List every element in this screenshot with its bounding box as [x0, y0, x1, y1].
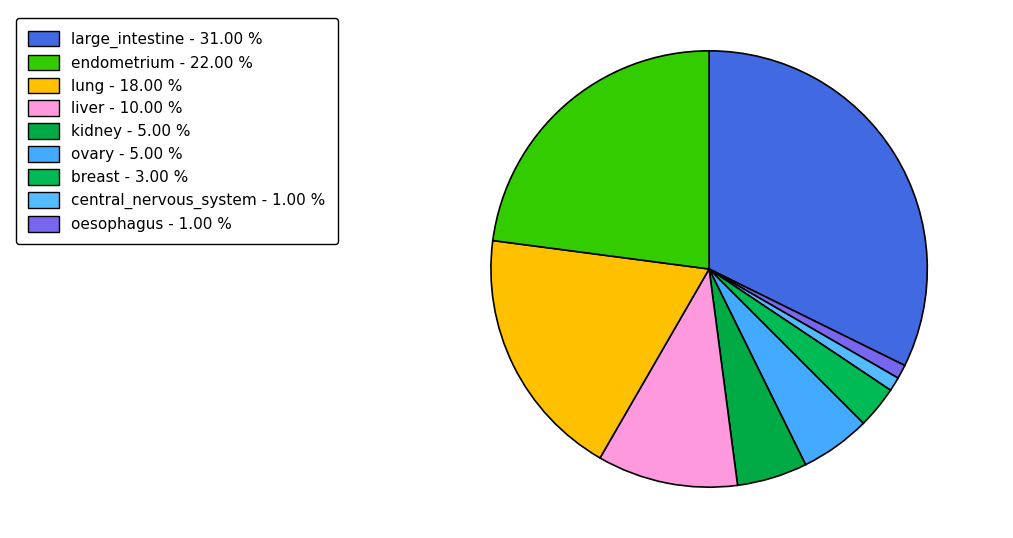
Wedge shape — [709, 269, 899, 390]
Wedge shape — [709, 269, 905, 378]
Wedge shape — [709, 269, 863, 465]
Wedge shape — [600, 269, 737, 487]
Wedge shape — [709, 269, 890, 423]
Wedge shape — [709, 269, 805, 485]
Wedge shape — [492, 51, 709, 269]
Legend: large_intestine - 31.00 %, endometrium - 22.00 %, lung - 18.00 %, liver - 10.00 : large_intestine - 31.00 %, endometrium -… — [16, 18, 337, 244]
Wedge shape — [709, 51, 927, 365]
Wedge shape — [491, 240, 709, 458]
